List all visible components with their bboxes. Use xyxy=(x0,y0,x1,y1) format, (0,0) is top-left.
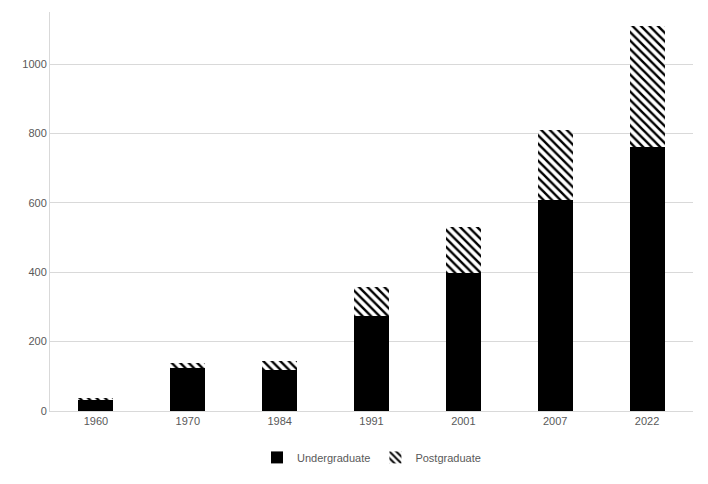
svg-text:1960: 1960 xyxy=(84,415,108,427)
svg-text:400: 400 xyxy=(28,266,46,278)
svg-text:Undergraduate: Undergraduate xyxy=(297,452,370,464)
svg-text:1984: 1984 xyxy=(267,415,291,427)
svg-text:1000: 1000 xyxy=(22,58,46,70)
svg-text:Postgraduate: Postgraduate xyxy=(415,452,480,464)
svg-text:2022: 2022 xyxy=(635,415,659,427)
svg-text:200: 200 xyxy=(28,335,46,347)
svg-text:1991: 1991 xyxy=(359,415,383,427)
svg-text:2001: 2001 xyxy=(451,415,475,427)
svg-text:600: 600 xyxy=(28,197,46,209)
svg-text:0: 0 xyxy=(41,405,47,417)
svg-text:2007: 2007 xyxy=(543,415,567,427)
svg-text:1970: 1970 xyxy=(176,415,200,427)
svg-text:800: 800 xyxy=(28,127,46,139)
